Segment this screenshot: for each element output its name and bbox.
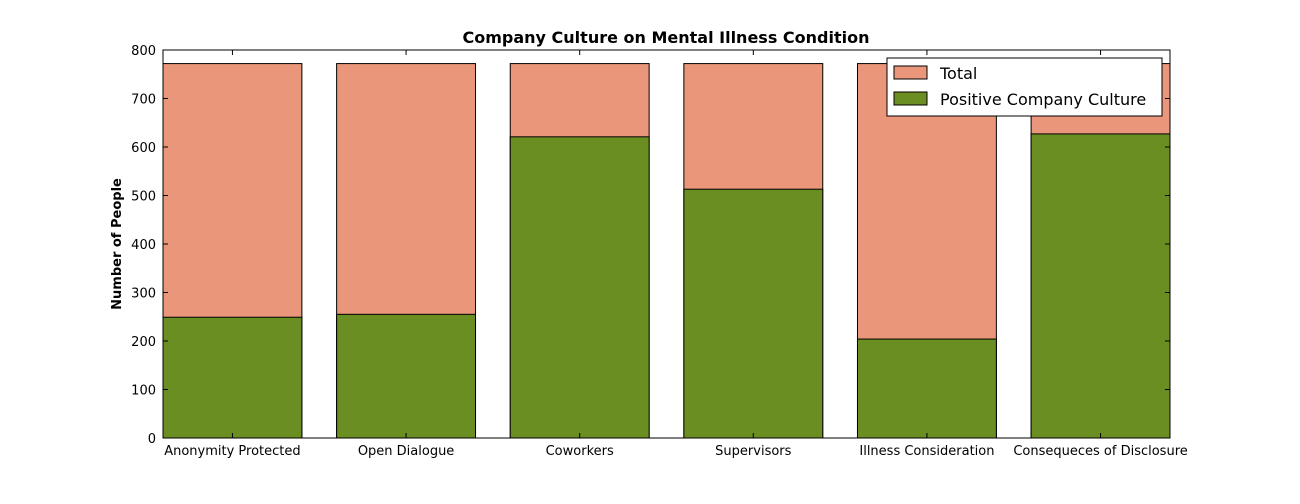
bar-positive-1 <box>336 313 477 439</box>
y-tick-label-8: 800 <box>131 44 156 59</box>
axes-group: 0 100 200 300 400 500 600 700 800 Anonymity Prote… <box>131 44 1188 459</box>
bar-positive-2 <box>509 136 650 439</box>
bar-positive-3 <box>683 188 824 439</box>
x-tick-label-4: Illness Consideration <box>859 444 994 459</box>
chart-title: Company Culture on Mental Illness Condit… <box>463 28 870 47</box>
bar-positive-4 <box>856 338 997 439</box>
y-tick-label-5: 500 <box>131 190 156 205</box>
legend-label-1: Positive Company Culture <box>940 90 1146 109</box>
legend: Total Positive Company Culture <box>886 57 1163 117</box>
y-tick-label-6: 600 <box>131 141 156 156</box>
legend-swatch-0 <box>893 65 928 80</box>
bar-positive-5 <box>1030 133 1171 439</box>
x-tick-label-3: Supervisors <box>715 444 791 459</box>
bar-positive-0 <box>162 316 303 439</box>
x-tick-label-2: Coworkers <box>546 444 614 459</box>
legend-label-0: Total <box>939 64 977 83</box>
y-tick-label-7: 700 <box>131 93 156 108</box>
y-tick-label-4: 400 <box>131 238 156 253</box>
x-tick-label-5: Consequeces of Disclosure <box>1013 444 1187 459</box>
legend-swatch-1 <box>893 91 928 106</box>
y-tick-label-0: 0 <box>148 432 156 447</box>
y-tick-label-1: 100 <box>131 384 156 399</box>
x-tick-label-0: Anonymity Protected <box>164 444 300 459</box>
y-axis-label: Number of People <box>110 178 125 310</box>
y-tick-label-2: 200 <box>131 335 156 350</box>
y-tick-label-3: 300 <box>131 287 156 302</box>
bars-group <box>162 63 1171 439</box>
legend-box <box>886 57 1163 117</box>
x-tick-label-1: Open Dialogue <box>358 444 455 459</box>
